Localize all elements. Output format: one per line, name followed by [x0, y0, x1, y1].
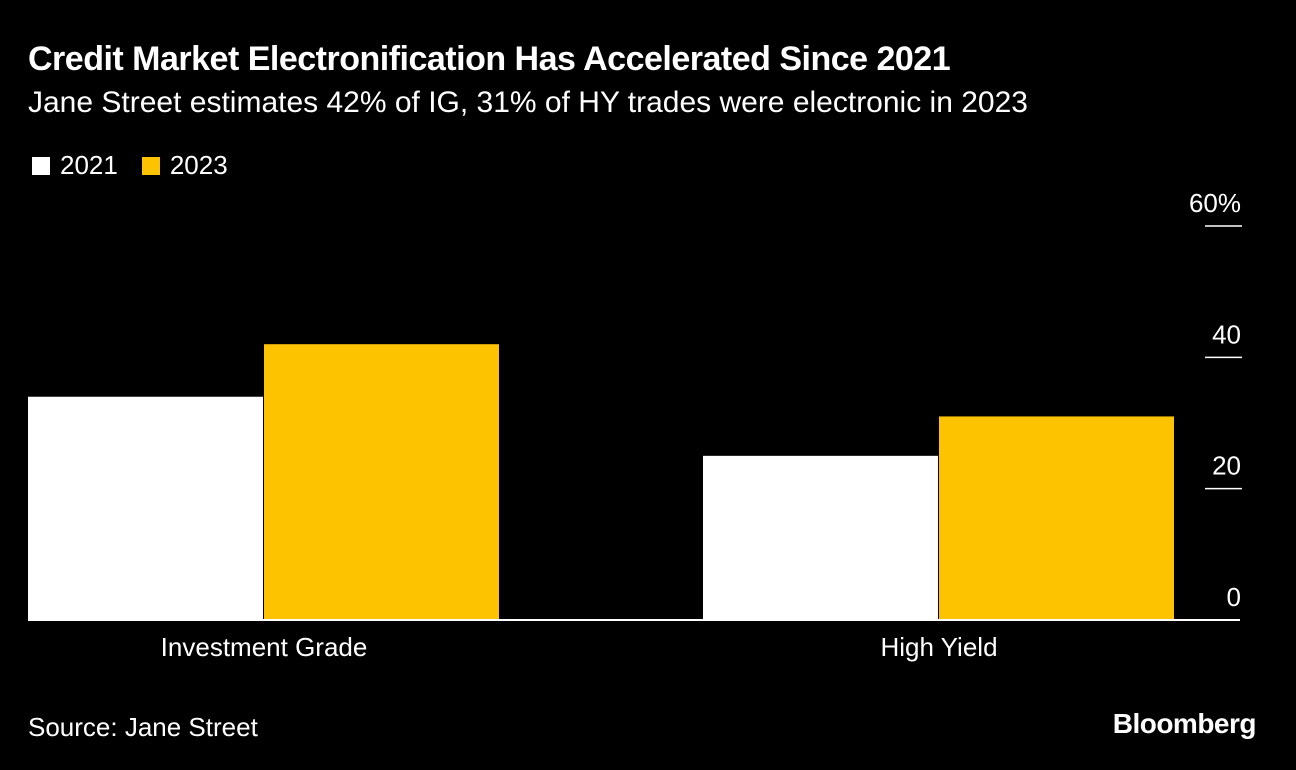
chart-title: Credit Market Electronification Has Acce… [28, 40, 951, 78]
x-category-label: High Yield [880, 632, 997, 662]
y-tick-label: 40 [1212, 319, 1241, 349]
legend-swatch-2021 [32, 156, 50, 175]
legend-item-2021: 2021 [32, 150, 118, 181]
legend-swatch-2023 [141, 156, 160, 175]
legend: 2021 2023 [32, 150, 252, 181]
x-category-label: Investment Grade [161, 632, 368, 662]
y-tick-label: 20 [1212, 451, 1241, 481]
bar-2021-investment-grade [28, 396, 263, 620]
source-note: Source: Jane Street [28, 712, 258, 742]
chart-subtitle: Jane Street estimates 42% of IG, 31% of … [28, 86, 1028, 119]
legend-label-2023: 2023 [169, 150, 228, 180]
y-tick-label: 60% [1189, 188, 1241, 218]
bar-2021-high-yield [703, 455, 938, 620]
legend-item-2023: 2023 [141, 150, 228, 181]
bloomberg-logo: Bloomberg [1112, 708, 1257, 739]
legend-label-2021: 2021 [60, 150, 118, 180]
y-tick-label: 0 [1227, 582, 1241, 612]
bar-2023-high-yield [939, 416, 1174, 620]
bar-2023-investment-grade [264, 344, 499, 620]
